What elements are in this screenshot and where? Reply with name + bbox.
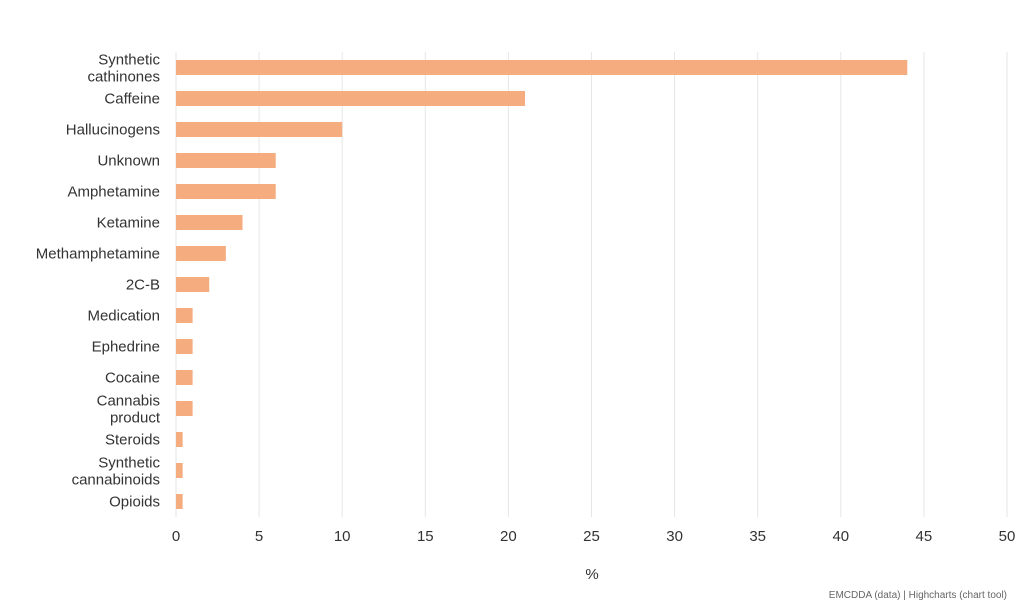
category-label: Opioids xyxy=(109,494,160,511)
category-label: Medication xyxy=(87,308,160,325)
bar[interactable] xyxy=(176,153,276,168)
bar[interactable] xyxy=(176,184,276,199)
x-tick-label: 50 xyxy=(999,528,1016,545)
x-tick-label: 40 xyxy=(832,528,849,545)
x-tick-label: 10 xyxy=(334,528,351,545)
bar[interactable] xyxy=(176,370,193,385)
x-tick-label: 5 xyxy=(255,528,263,545)
grid-lines xyxy=(175,52,1008,517)
x-tick-label: 30 xyxy=(666,528,683,545)
x-tick-labels: 0 5 10 15 20 25 30 35 40 45 50 xyxy=(172,528,1016,545)
bar[interactable] xyxy=(176,277,210,292)
category-label: Synthetic cathinones xyxy=(87,52,160,86)
x-tick-label: 20 xyxy=(500,528,517,545)
x-tick-label: 35 xyxy=(749,528,766,545)
category-label: 2C-B xyxy=(126,277,160,294)
category-label: Methamphetamine xyxy=(36,246,160,263)
category-label: Caffeine xyxy=(104,91,160,108)
credits-text[interactable]: EMCDDA (data) | Highcharts (chart tool) xyxy=(828,590,1007,601)
bar[interactable] xyxy=(176,401,193,416)
category-label: Ketamine xyxy=(97,215,160,232)
bar[interactable] xyxy=(176,432,183,447)
category-label: Cocaine xyxy=(105,370,160,387)
bar[interactable] xyxy=(176,246,226,261)
bar[interactable] xyxy=(176,60,908,75)
bar[interactable] xyxy=(176,91,526,106)
category-label: Steroids xyxy=(105,432,160,449)
bar-series xyxy=(176,60,908,509)
category-label: Ephedrine xyxy=(92,339,160,356)
category-label: Amphetamine xyxy=(67,184,160,201)
bar[interactable] xyxy=(176,339,193,354)
x-tick-label: 15 xyxy=(417,528,434,545)
x-tick-label: 0 xyxy=(172,528,180,545)
bar[interactable] xyxy=(176,494,183,509)
category-label: Unknown xyxy=(97,153,160,170)
x-tick-label: 25 xyxy=(583,528,600,545)
bar[interactable] xyxy=(176,215,243,230)
bar[interactable] xyxy=(176,122,343,137)
x-axis-title: % xyxy=(585,566,598,583)
category-label: Hallucinogens xyxy=(66,122,160,139)
category-labels: Synthetic cathinones Caffeine Hallucinogens… xyxy=(36,52,161,511)
x-tick-label: 45 xyxy=(916,528,933,545)
category-label: Synthetic cannabinoids xyxy=(72,455,161,489)
bar[interactable] xyxy=(176,308,193,323)
category-label: Cannabis product xyxy=(97,393,161,427)
bar[interactable] xyxy=(176,463,183,478)
